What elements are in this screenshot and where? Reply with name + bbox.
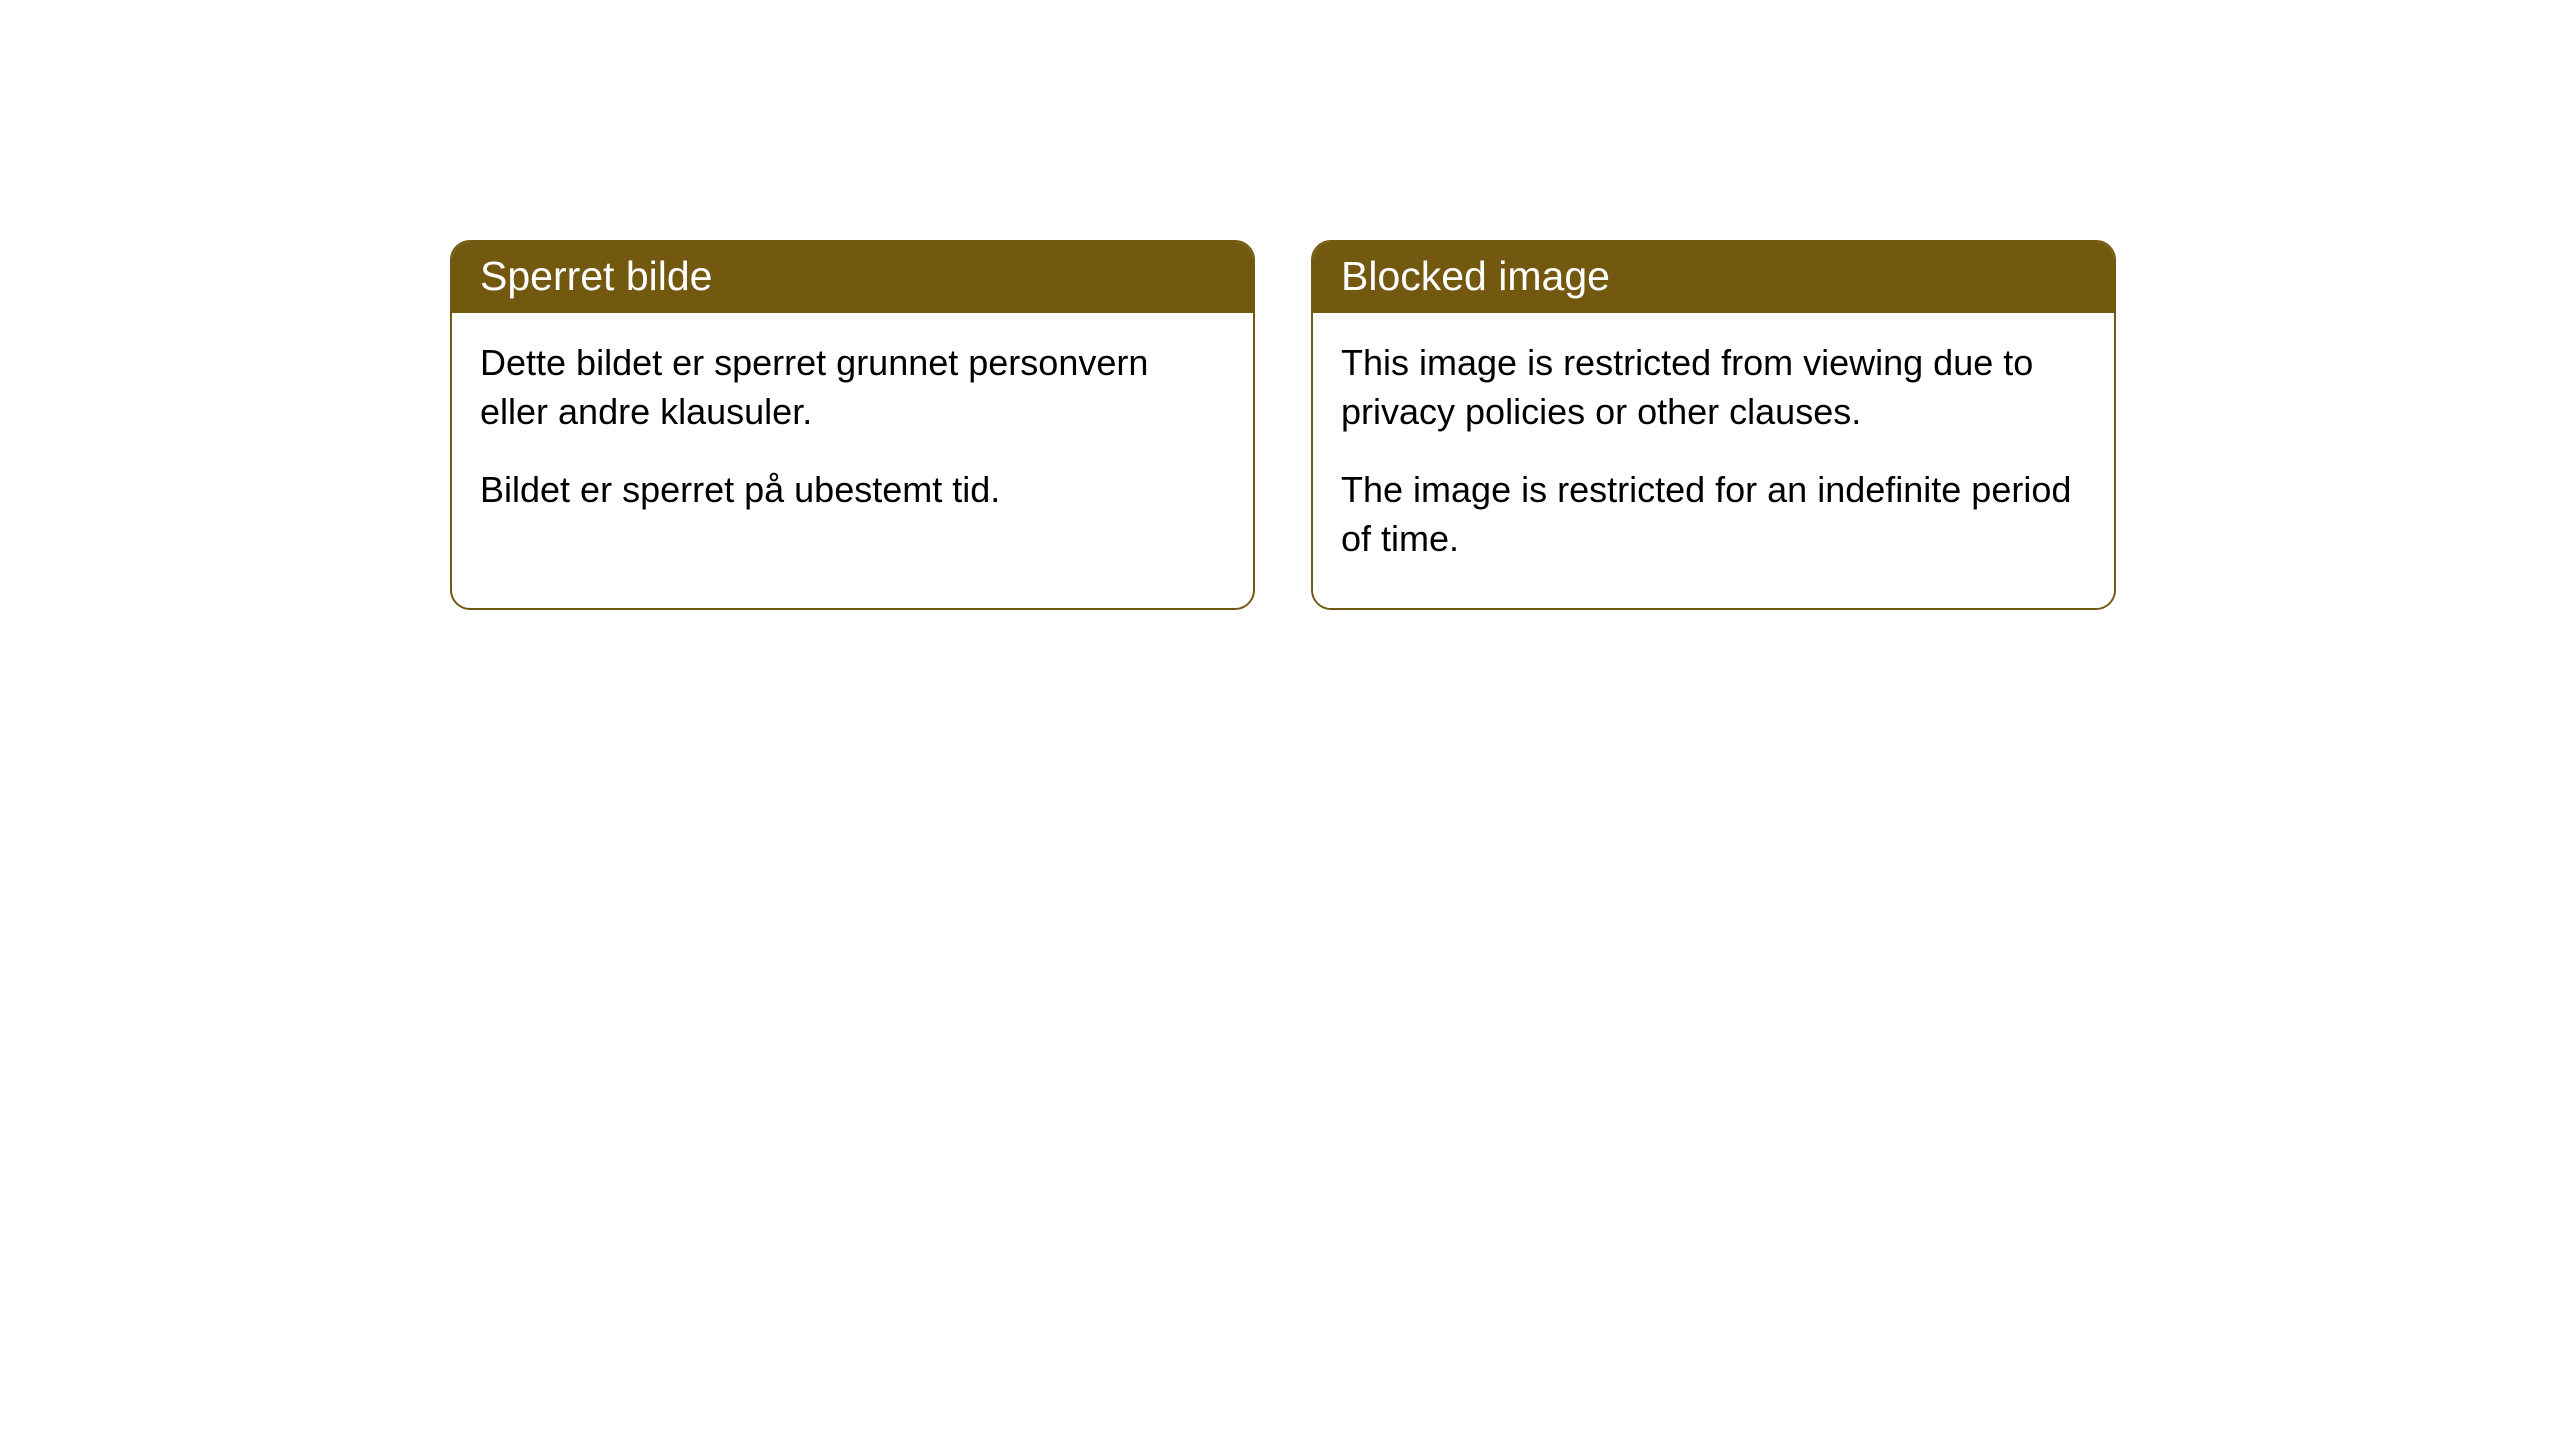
notice-card-norwegian: Sperret bilde Dette bildet er sperret gr… — [450, 240, 1255, 610]
card-header: Sperret bilde — [452, 242, 1253, 313]
notice-paragraph-2: Bildet er sperret på ubestemt tid. — [480, 466, 1225, 515]
notice-paragraph-1: This image is restricted from viewing du… — [1341, 339, 2086, 436]
notice-container: Sperret bilde Dette bildet er sperret gr… — [450, 240, 2116, 610]
card-body: This image is restricted from viewing du… — [1313, 313, 2114, 607]
card-body: Dette bildet er sperret grunnet personve… — [452, 313, 1253, 559]
notice-paragraph-1: Dette bildet er sperret grunnet personve… — [480, 339, 1225, 436]
card-header: Blocked image — [1313, 242, 2114, 313]
notice-paragraph-2: The image is restricted for an indefinit… — [1341, 466, 2086, 563]
notice-card-english: Blocked image This image is restricted f… — [1311, 240, 2116, 610]
